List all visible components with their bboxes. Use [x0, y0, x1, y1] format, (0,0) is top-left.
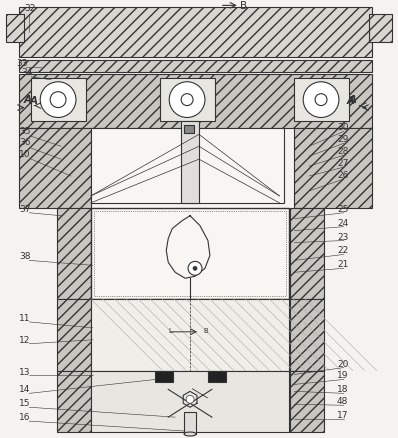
Circle shape [169, 83, 205, 118]
Bar [91, 129, 284, 203]
Circle shape [181, 95, 193, 106]
Bar [57, 371, 91, 432]
Text: 32: 32 [24, 4, 36, 13]
Bar [184, 412, 196, 434]
Bar [290, 208, 324, 300]
Text: 14: 14 [20, 385, 31, 393]
Text: 27: 27 [337, 159, 348, 168]
Bar [6, 15, 24, 43]
Bar [91, 371, 289, 432]
Text: A: A [23, 95, 31, 104]
Text: 13: 13 [20, 367, 31, 376]
Text: 22: 22 [337, 246, 348, 255]
Text: 28: 28 [337, 147, 348, 156]
Bar [184, 126, 194, 134]
Text: 19: 19 [337, 371, 348, 380]
Text: A: A [349, 95, 357, 104]
Circle shape [188, 262, 202, 276]
Text: 25: 25 [337, 204, 348, 213]
Bar [20, 8, 372, 58]
Text: 33: 33 [16, 59, 28, 68]
Text: B: B [240, 1, 247, 11]
Text: 17: 17 [337, 410, 348, 419]
Text: 35: 35 [20, 127, 31, 136]
Text: B: B [203, 327, 208, 333]
Text: 16: 16 [20, 412, 31, 421]
Circle shape [315, 95, 327, 106]
Bar [290, 300, 324, 371]
Text: A: A [347, 95, 355, 106]
Bar [369, 15, 392, 43]
Bar [20, 129, 91, 208]
Bar [91, 208, 289, 300]
Text: 10: 10 [20, 150, 31, 159]
Text: 48: 48 [337, 396, 348, 405]
Bar [57, 208, 91, 300]
Text: 20: 20 [337, 359, 348, 368]
Bar [31, 78, 86, 122]
Bar [155, 371, 173, 382]
Bar [294, 78, 349, 122]
Bar [290, 371, 324, 432]
Text: 34: 34 [21, 68, 33, 77]
Text: 36: 36 [20, 138, 31, 147]
Circle shape [50, 92, 66, 108]
Text: L: L [168, 327, 172, 333]
Bar [208, 371, 226, 382]
Bar [20, 74, 372, 129]
Circle shape [193, 267, 197, 271]
Text: 24: 24 [337, 218, 348, 227]
Circle shape [40, 83, 76, 118]
Bar [181, 122, 199, 203]
FancyArrowPatch shape [193, 389, 207, 398]
Bar [57, 300, 91, 371]
Text: 26: 26 [337, 171, 348, 180]
Text: 12: 12 [20, 335, 31, 344]
Text: 30: 30 [337, 123, 348, 132]
Bar [20, 61, 372, 73]
Bar [160, 78, 215, 122]
Text: 29: 29 [337, 135, 348, 144]
Circle shape [186, 396, 194, 403]
Text: 23: 23 [337, 232, 348, 241]
Text: 38: 38 [20, 252, 31, 261]
Text: 21: 21 [337, 260, 348, 269]
Text: 18: 18 [337, 385, 348, 393]
Ellipse shape [184, 432, 196, 436]
Bar [91, 300, 289, 371]
Text: A: A [29, 95, 37, 106]
Text: 15: 15 [20, 398, 31, 407]
Bar [294, 129, 372, 208]
Circle shape [303, 83, 339, 118]
Text: 11: 11 [20, 313, 31, 322]
Bar [94, 211, 286, 297]
Text: 37: 37 [20, 204, 31, 213]
